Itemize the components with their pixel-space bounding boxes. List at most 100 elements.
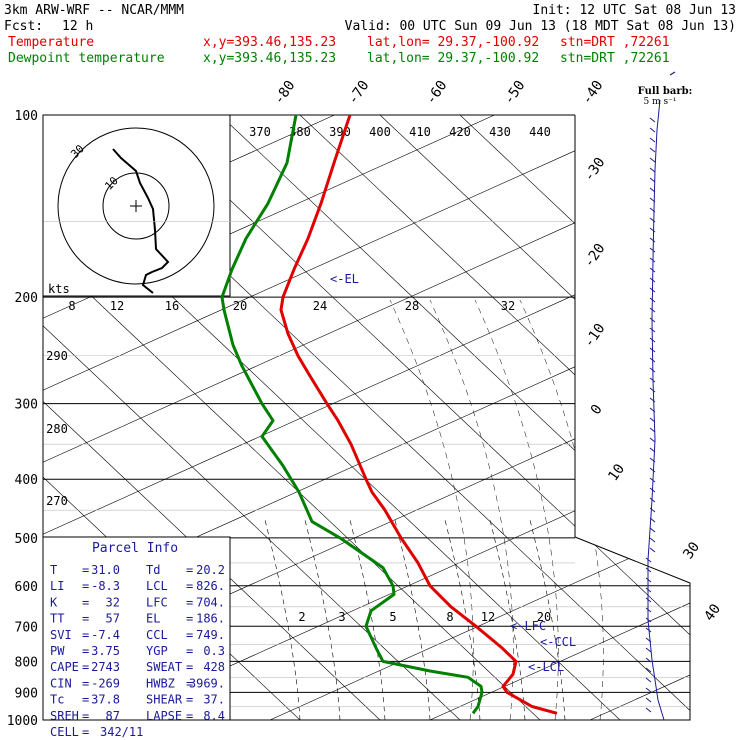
dry-adiabat-line	[459, 115, 690, 720]
dry-adiabat-line	[219, 115, 690, 720]
pressure-label: 900	[15, 686, 38, 701]
theta-label: 390	[329, 125, 351, 139]
wind-barb	[645, 597, 652, 603]
parcel-info-cell: -7.4	[91, 628, 120, 642]
parcel-info-cell: =	[186, 660, 193, 674]
hodo-axis-label: 28	[405, 299, 419, 313]
wind-barb	[649, 527, 656, 533]
parcel-info-cell: 57	[106, 612, 120, 626]
parcel-info-cell: =	[82, 595, 89, 609]
forecast-label: Fcst:	[4, 19, 43, 34]
isotherm-line	[43, 115, 690, 720]
wind-barb	[649, 157, 656, 163]
isotherm-label: -50	[501, 78, 529, 108]
wind-barb	[645, 577, 652, 583]
parcel-info-cell: =	[186, 693, 193, 707]
moist-adiabat-line	[519, 299, 604, 720]
parcel-info-cell: =	[186, 595, 193, 609]
wind-barb	[649, 207, 656, 213]
parcel-info-cell: =	[82, 676, 89, 690]
parcel-info-cell: Td	[146, 563, 160, 577]
wind-barb	[649, 397, 656, 403]
parcel-info-cell: =	[186, 612, 193, 626]
parcel-info-cell: =	[82, 579, 89, 593]
mixing-ratio-label: 3	[338, 610, 345, 624]
parcel-info-cell: =	[82, 693, 89, 707]
wind-barb	[649, 117, 656, 123]
wind-barb	[649, 137, 656, 143]
wind-barb	[649, 217, 656, 223]
isotherm-line	[429, 115, 690, 720]
moist-adiabat-line	[474, 299, 559, 720]
wind-barb	[649, 317, 656, 323]
pressure-label: 300	[15, 398, 38, 413]
parcel-info-cell: CCL	[146, 628, 168, 642]
wind-barb	[649, 407, 656, 413]
isotherm-label: -70	[345, 78, 373, 108]
dry-adiabat-line	[43, 115, 461, 720]
parcel-info-cell: T	[50, 563, 57, 577]
wind-barb	[649, 387, 656, 393]
parcel-info-cell: =	[186, 644, 193, 658]
wind-barb	[649, 367, 656, 373]
wind-barb	[649, 467, 656, 473]
mixing-ratio-label: 12	[481, 610, 495, 624]
hodograph-kts-label: kts	[48, 282, 70, 296]
pressure-label: 700	[15, 620, 38, 635]
temperature-series-name: Temperature	[8, 35, 94, 50]
parcel-info-cell: =	[186, 579, 193, 593]
theta-label: 430	[489, 125, 511, 139]
pressure-label: 100	[15, 109, 38, 124]
barb-key-label: Full barb:	[638, 86, 693, 97]
parcel-info-cell: 826.	[196, 579, 225, 593]
mixing-ratio-label: 20	[537, 610, 551, 624]
isotherm-label: -80	[271, 78, 299, 108]
wind-barb	[649, 127, 656, 133]
wind-barb	[645, 657, 652, 663]
wind-barb	[649, 537, 656, 543]
level-marker-label: <-EL	[330, 272, 359, 286]
dewpoint-series-name: Dewpoint temperature	[8, 51, 165, 66]
pressure-label: 1000	[7, 714, 38, 729]
wind-barb	[649, 457, 656, 463]
wind-barb	[649, 427, 656, 433]
isotherm-line	[43, 115, 495, 720]
parcel-info-cell: LI	[50, 579, 64, 593]
parcel-info-cell: 704.	[196, 595, 225, 609]
parcel-info-cell: =	[186, 709, 193, 723]
wind-barb	[649, 227, 656, 233]
wind-barb	[649, 177, 656, 183]
parcel-info-cell: CELL	[50, 725, 79, 739]
parcel-info-cell: CIN	[50, 676, 72, 690]
parcel-info-cell: 3.75	[91, 644, 120, 658]
profiles	[220, 115, 558, 715]
hodo-axis-label: 24	[313, 299, 327, 313]
dewpoint-xy: x,y=393.46,135.23	[203, 51, 336, 66]
isotherm-label: -10	[581, 321, 609, 351]
parcel-info-cell: K	[50, 595, 58, 609]
wind-barb	[645, 617, 652, 623]
forecast-hour: 12 h	[62, 19, 93, 34]
temperature-latlon: lat,lon= 29.37,-100.92	[367, 35, 539, 50]
wind-barb	[649, 517, 656, 523]
wind-barb	[649, 447, 656, 453]
mixing-ratio-label: 2	[298, 610, 305, 624]
parcel-info-cell: EL	[146, 612, 160, 626]
parcel-info-cell: =	[186, 676, 193, 690]
wind-barb	[649, 247, 656, 253]
parcel-info-title: Parcel Info	[92, 541, 178, 556]
hodograph-trace	[112, 148, 170, 294]
init-time: Init: 12 UTC Sat 08 Jun 13	[533, 3, 737, 18]
pressure-label: 400	[15, 473, 38, 488]
temperature-xy: x,y=393.46,135.23	[203, 35, 336, 50]
wind-barb	[649, 197, 656, 203]
axis-labels: 100 200 300 400 500 600 700 800 900 1000 370 3 8 0 390…	[7, 78, 724, 729]
hodo-axis-label: 12	[110, 299, 124, 313]
parcel-info-cell: LAPSE	[146, 709, 182, 723]
parcel-info-cell: =	[82, 644, 89, 658]
wind-barb	[645, 587, 652, 593]
theta-e-label: 280	[46, 422, 68, 436]
wind-barb	[649, 377, 656, 383]
wind-barb	[649, 297, 656, 303]
